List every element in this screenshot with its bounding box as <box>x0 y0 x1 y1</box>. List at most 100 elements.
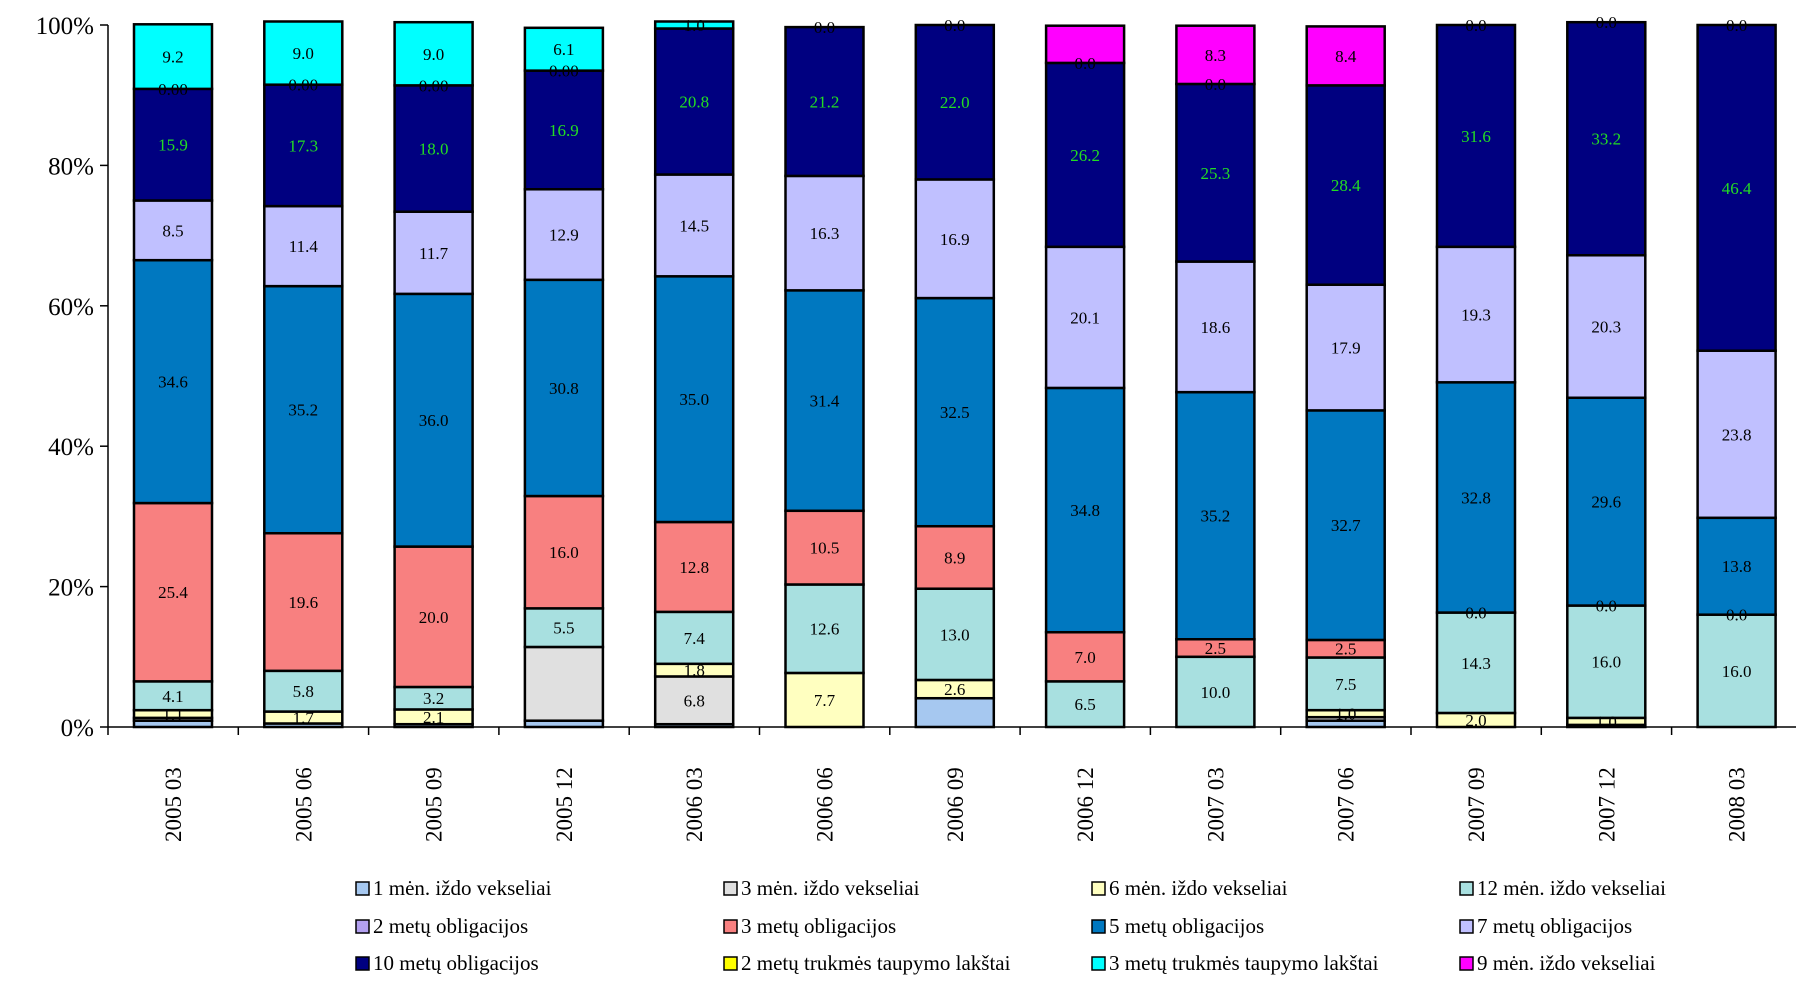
legend-label: 3 mėn. iždo vekseliai <box>741 876 920 900</box>
bar-segment <box>784 25 865 178</box>
legend-swatch <box>355 881 370 896</box>
bar-segment <box>263 83 344 208</box>
bar-segment <box>263 531 344 673</box>
bar-segment <box>523 645 605 722</box>
x-category-label: 2008 03 <box>1725 767 1750 842</box>
bar-segment <box>1305 84 1386 286</box>
data-label: 18.0 <box>419 140 449 159</box>
bar-segment <box>1696 613 1777 729</box>
data-label: 16.9 <box>940 230 970 249</box>
data-label: 20.3 <box>1591 318 1621 337</box>
x-category-label: 2007 12 <box>1594 767 1619 842</box>
bar-segment <box>1566 254 1647 400</box>
data-label: 32.5 <box>940 403 970 422</box>
legend-label: 3 metų obligacijos <box>741 914 896 938</box>
y-tick-label: 0% <box>61 715 94 742</box>
data-label: 7.7 <box>814 691 836 710</box>
bar-segment <box>1305 25 1386 87</box>
x-category-label: 2006 06 <box>813 767 838 842</box>
bar-segment <box>1435 245 1517 384</box>
bar-segment <box>1435 381 1517 614</box>
bar-segment <box>1044 680 1126 729</box>
data-label: 35.2 <box>288 401 318 420</box>
data-label: 12.8 <box>679 558 709 577</box>
data-label: 16.9 <box>549 121 579 140</box>
legend-swatch <box>1091 956 1106 971</box>
data-label: 13.8 <box>1722 557 1752 576</box>
legend-swatch <box>1459 919 1474 934</box>
x-category-label: 2006 09 <box>943 767 968 842</box>
data-label: 21.2 <box>810 93 840 112</box>
data-label: 2.5 <box>1205 639 1226 658</box>
data-label: 14.5 <box>679 216 709 235</box>
data-label: 3.2 <box>423 689 444 708</box>
data-label: 32.7 <box>1331 516 1361 535</box>
legend-swatch <box>1459 956 1474 971</box>
bar-segment <box>393 545 474 689</box>
axes: 0% 20% 40% 60% 80% 100% 2005 03 2005 06 2005 09 2… <box>36 13 1796 842</box>
data-label: 33.2 <box>1591 130 1621 149</box>
data-label: 1.0 <box>1335 705 1356 724</box>
data-label: 29.6 <box>1591 493 1621 512</box>
data-label: 18.6 <box>1201 318 1231 337</box>
data-label: 11.4 <box>289 237 319 256</box>
bar-segment <box>523 26 605 72</box>
bar-segment <box>914 524 996 590</box>
bar-segment <box>1305 283 1386 412</box>
bar-segment <box>784 289 865 513</box>
bar-segment <box>1044 630 1126 683</box>
y-tick-label: 40% <box>48 434 94 461</box>
legend: 1 mėn. iždo vekseliai 3 mėn. iždo vekseli… <box>355 876 1666 975</box>
data-label: 0.0 <box>1596 597 1617 616</box>
legend-label: 7 metų obligacijos <box>1477 914 1632 938</box>
data-label: 1.0 <box>684 16 705 35</box>
x-category-label: 2007 09 <box>1464 767 1489 842</box>
data-label: 2.6 <box>944 680 965 699</box>
legend-label: 3 metų trukmės taupymo lakštai <box>1109 951 1379 975</box>
bar-segment <box>1566 20 1647 257</box>
data-label: 16.0 <box>549 543 579 562</box>
data-label: 8.3 <box>1205 46 1226 65</box>
x-category-label: 2005 12 <box>552 767 577 842</box>
data-label: 1.0 <box>1596 712 1617 731</box>
data-label: 23.8 <box>1722 425 1752 444</box>
bar-segment <box>523 278 605 498</box>
data-label: 0.0 <box>814 18 835 37</box>
bar-segment <box>132 258 214 505</box>
bar-segment <box>1175 82 1256 263</box>
data-label: 35.0 <box>679 390 709 409</box>
data-label: 19.6 <box>288 593 318 612</box>
legend-swatch <box>1091 919 1106 934</box>
data-label: 31.6 <box>1461 127 1491 146</box>
data-label: 1.1 <box>162 705 183 724</box>
x-category-label: 2006 03 <box>682 767 707 842</box>
data-label: 6.1 <box>553 40 574 59</box>
bar-segment <box>784 174 865 292</box>
bar-segment <box>263 20 344 86</box>
data-label: 5.8 <box>293 682 314 701</box>
bar-segment <box>263 284 344 535</box>
data-label: 17.9 <box>1331 339 1361 358</box>
data-label: 8.5 <box>162 221 183 240</box>
data-label: 46.4 <box>1722 179 1752 198</box>
bar-segment <box>1175 260 1256 394</box>
x-category-label: 2007 06 <box>1334 767 1359 842</box>
data-label: 5.5 <box>553 619 574 638</box>
data-label: 0.00 <box>288 76 318 95</box>
bar-segment <box>1435 23 1517 249</box>
data-label: 34.6 <box>158 373 188 392</box>
bar-segment <box>523 69 605 191</box>
bar-segment <box>1305 409 1386 642</box>
bar-segment <box>1566 604 1647 720</box>
data-label: 25.3 <box>1201 164 1231 183</box>
data-label: 0.00 <box>549 62 579 81</box>
data-label: 16.3 <box>810 224 840 243</box>
bar-segment <box>653 20 735 30</box>
legend-label: 10 metų obligacijos <box>373 951 539 975</box>
bar-segment <box>914 587 996 682</box>
x-category-label: 2005 09 <box>422 767 447 842</box>
data-label: 11.7 <box>419 244 449 263</box>
data-label: 0.0 <box>1726 16 1747 35</box>
data-label: 32.8 <box>1461 488 1491 507</box>
bar-segment <box>1696 23 1777 352</box>
